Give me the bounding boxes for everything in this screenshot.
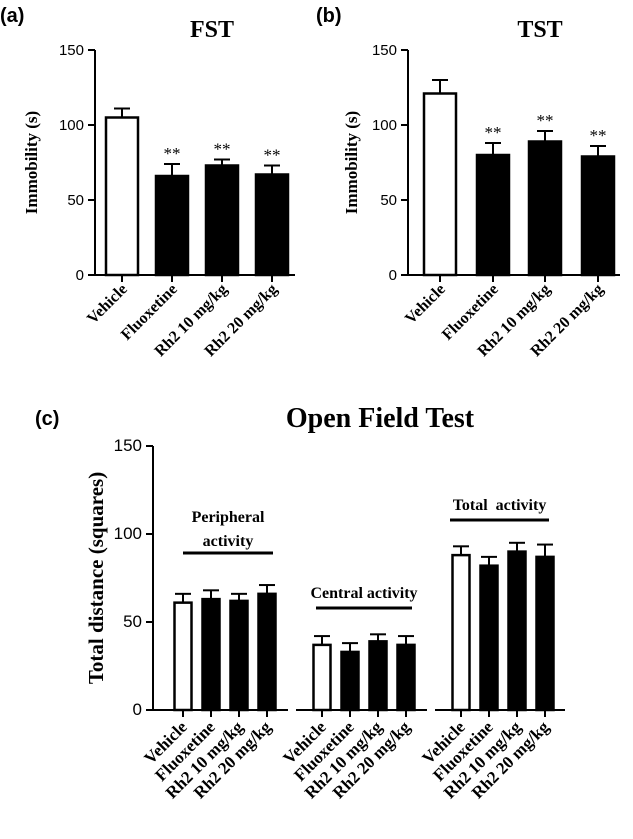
bar — [229, 599, 249, 712]
significance-label: ** — [590, 126, 607, 145]
bar — [173, 601, 193, 712]
bar — [340, 650, 360, 712]
y-tick-label: 150 — [59, 42, 84, 59]
group-label: Central activity — [310, 585, 417, 602]
group-label: Total activity — [453, 497, 547, 514]
bar — [312, 643, 332, 712]
bar — [479, 564, 499, 712]
y-tick-label: 50 — [67, 192, 84, 209]
bar — [201, 597, 221, 712]
y-tick-label: 0 — [389, 267, 397, 284]
y-axis-label: Immobility (s) — [22, 111, 41, 214]
significance-label: ** — [537, 111, 554, 130]
bar — [507, 550, 527, 712]
bar — [154, 174, 190, 277]
y-axis-label: Total distance (squares) — [84, 472, 108, 684]
bar — [475, 153, 511, 277]
y-tick-label: 0 — [76, 267, 84, 284]
y-tick-label: 100 — [114, 524, 142, 543]
group-label: activity — [203, 533, 254, 550]
y-tick-label: 150 — [372, 42, 397, 59]
y-tick-label: 50 — [123, 612, 142, 631]
significance-label: ** — [164, 144, 181, 163]
category-label: Vehicle — [84, 281, 131, 328]
bar — [451, 553, 471, 712]
bar — [535, 555, 555, 712]
significance-label: ** — [485, 123, 502, 142]
group-label: Peripheral — [192, 509, 265, 526]
y-tick-label: 100 — [372, 117, 397, 134]
y-axis-label: Immobility (s) — [342, 111, 361, 214]
bar — [254, 173, 290, 277]
bar — [396, 643, 416, 712]
panel-label: (a) — [0, 5, 24, 27]
bar — [104, 116, 140, 277]
bar — [527, 140, 563, 277]
panel-label: (b) — [316, 5, 342, 27]
category-label: Vehicle — [402, 281, 449, 328]
chart-title: Open Field Test — [286, 403, 475, 434]
bar — [204, 164, 240, 277]
bar — [422, 92, 458, 277]
significance-label: ** — [214, 140, 231, 159]
significance-label: ** — [264, 146, 281, 165]
panel-c: (c) Open Field Test 0 50 100 150 Total distanc… — [35, 403, 565, 802]
chart-title: TST — [517, 17, 562, 43]
chart-title: FST — [190, 17, 234, 43]
bar — [368, 640, 388, 712]
bar — [257, 592, 277, 712]
panel-label: (c) — [35, 408, 59, 430]
y-tick-label: 50 — [380, 192, 397, 209]
bar — [580, 155, 616, 277]
y-tick-label: 100 — [59, 117, 84, 134]
y-tick-label: 0 — [133, 700, 142, 719]
y-tick-label: 150 — [114, 436, 142, 455]
